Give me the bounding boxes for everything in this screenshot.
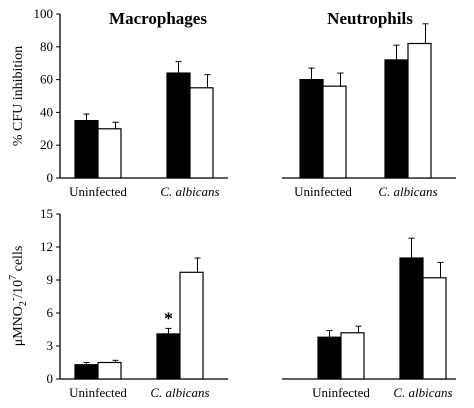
bar — [299, 78, 324, 179]
category-label: Uninfected — [312, 385, 370, 400]
y-tick-label: 0 — [47, 170, 54, 185]
panel-top-left: 0 20 40 60 80 100 Uninfected C. albicans — [34, 6, 228, 199]
y-tick-label: 60 — [40, 72, 53, 87]
ylabel-mid: /10 — [11, 280, 26, 298]
category-label: Uninfected — [69, 184, 127, 199]
category-label: C. albicans — [378, 184, 437, 199]
y-axis-label-cfu: % CFU inhibition — [11, 46, 26, 146]
bar — [97, 361, 122, 380]
bar — [317, 336, 342, 380]
ylabel-base: μMNO — [11, 306, 26, 346]
y-tick-label: 40 — [40, 104, 53, 119]
bar — [189, 87, 214, 179]
bar — [407, 42, 432, 179]
bar — [340, 332, 365, 380]
y-tick-label: 6 — [47, 305, 54, 320]
bar — [399, 257, 424, 380]
y-tick-label: 80 — [40, 39, 53, 54]
title-neutrophils: Neutrophils — [327, 9, 413, 28]
significance-asterisk: * — [164, 308, 173, 328]
y-axis-label-nitrite: μMNO2-/107 cells — [8, 246, 29, 347]
category-label: C. albicans — [393, 385, 452, 400]
panel-bottom-right: Uninfected C. albicans — [282, 237, 456, 400]
panel-top-right: Uninfected C. albicans — [282, 23, 456, 199]
y-tick-label: 100 — [34, 6, 54, 21]
category-label: C. albicans — [160, 184, 219, 199]
bar — [422, 277, 447, 380]
bar — [179, 271, 204, 380]
ylabel-sub1: 2 — [18, 301, 29, 306]
y-tick-label: 9 — [47, 272, 54, 287]
bar — [322, 85, 347, 179]
bar — [97, 128, 122, 179]
bar — [166, 72, 191, 179]
bar — [74, 364, 99, 380]
bar — [384, 59, 409, 179]
panel-bottom-left: 0 3 6 9 12 15 Uninfected C. albicans * — [40, 206, 228, 400]
y-tick-label: 0 — [47, 371, 54, 386]
bar — [156, 333, 181, 380]
ylabel-sup2: 7 — [8, 275, 19, 280]
y-tick-label: 20 — [40, 137, 53, 152]
y-tick-label: 3 — [47, 338, 54, 353]
ylabel-tail: cells — [11, 246, 26, 275]
bar — [74, 119, 99, 179]
category-label: Uninfected — [294, 184, 352, 199]
ylabel-sup1: - — [8, 298, 19, 301]
y-tick-label: 12 — [40, 239, 53, 254]
category-label: Uninfected — [69, 385, 127, 400]
category-label: C. albicans — [150, 385, 209, 400]
y-tick-label: 15 — [40, 206, 53, 221]
title-macrophages: Macrophages — [109, 9, 207, 28]
